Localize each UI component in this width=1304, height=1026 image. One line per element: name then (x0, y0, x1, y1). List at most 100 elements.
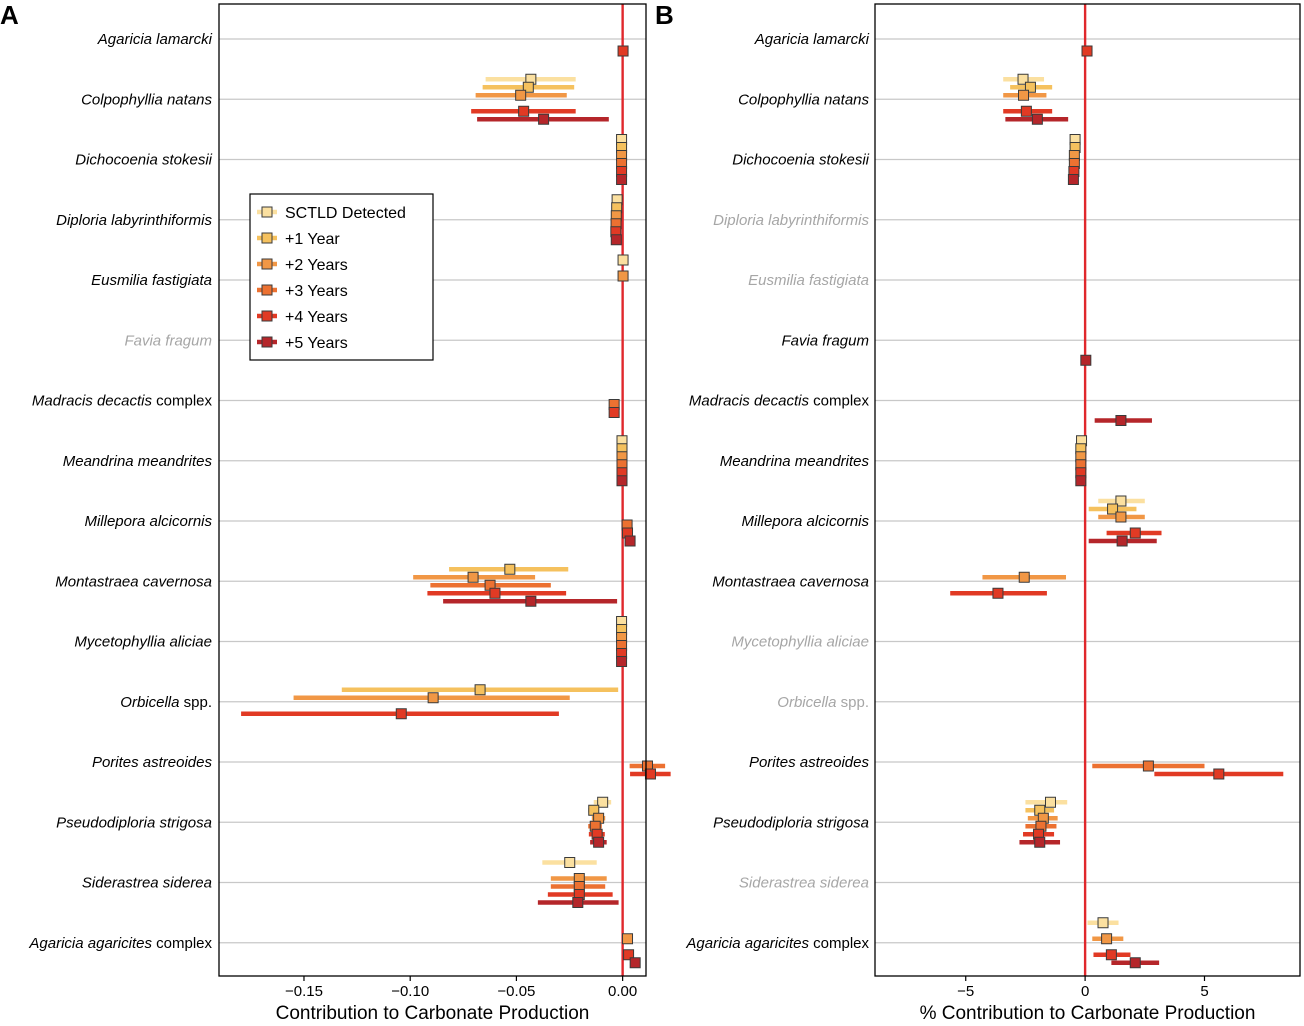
panel-a-points (241, 45, 671, 969)
panel-a-species-labels: Agaricia lamarcki Colpophyllia natans Dich… (28, 31, 212, 952)
panel-b-points (950, 45, 1284, 969)
panel-b-x-axis-title: % Contribution to Carbonate Production (920, 1003, 1256, 1024)
estimate-marker (1018, 571, 1030, 583)
species-label: Agaricia lamarcki (97, 31, 213, 48)
estimate-marker (622, 933, 634, 945)
estimate-marker (564, 857, 576, 868)
legend: SCTLD Detected +1 Year +2 Years +3 Years +4 … (249, 193, 434, 361)
estimate-marker (597, 796, 609, 808)
panel-a-x-ticks: −0.15 −0.10 −0.05 0.00 (285, 976, 637, 1000)
legend-label: +1 Year (285, 231, 340, 248)
species-label: Millepora alcicornis (84, 513, 212, 530)
species-label: Favia fragum (781, 332, 869, 349)
species-label: Porites astreoides (749, 754, 870, 771)
legend-swatch (261, 232, 273, 244)
panel-a-letter: A (0, 0, 19, 30)
estimate-marker (623, 949, 635, 961)
species-label: Madracis decactis complex (689, 393, 870, 410)
estimate-marker (617, 270, 629, 282)
estimate-marker (1129, 527, 1141, 539)
estimate-marker (1034, 836, 1046, 848)
estimate-marker (474, 684, 486, 696)
species-label: Pseudodiploria strigosa (56, 814, 212, 831)
x-tick-label: −0.05 (497, 983, 535, 1000)
estimate-marker (629, 957, 641, 969)
species-label: Meandrina meandrites (63, 453, 213, 470)
panel-a-grid (219, 38, 646, 944)
panel-b-x-ticks: −5 0 5 (957, 976, 1209, 1000)
estimate-marker (610, 234, 622, 246)
species-label: Orbicella spp. (777, 694, 869, 711)
estimate-marker (525, 595, 537, 607)
x-tick-label: −0.10 (391, 983, 429, 1000)
estimate-marker (1129, 957, 1141, 969)
species-label: Eusmilia fastigiata (91, 272, 212, 289)
estimate-marker (515, 89, 527, 101)
species-label: Siderastrea siderea (739, 875, 869, 892)
x-tick-label: 0.00 (608, 983, 637, 1000)
x-tick-label: 5 (1200, 983, 1208, 1000)
species-label: Madracis decactis complex (32, 393, 213, 410)
legend-swatch (261, 206, 273, 218)
estimate-marker (616, 656, 628, 667)
estimate-marker (1031, 113, 1043, 125)
estimate-marker (1115, 415, 1127, 426)
estimate-marker (1081, 45, 1093, 57)
estimate-marker (593, 836, 605, 848)
estimate-marker (1115, 495, 1127, 507)
legend-swatch (261, 284, 273, 296)
estimate-marker (617, 45, 629, 57)
panel-b: B Agaricia lamarcki Colpophyllia natans Di… (655, 0, 1301, 1024)
species-label: Montastraea cavernosa (712, 573, 869, 590)
estimate-marker (522, 81, 534, 93)
legend-box (249, 193, 434, 361)
estimate-marker (572, 897, 584, 908)
estimate-marker (1018, 89, 1030, 101)
panel-a-frame (218, 3, 647, 977)
species-label: Dichocoenia stokesii (75, 152, 212, 169)
panel-a: A Agaricia lamarcki Colpophyllia natans Di… (0, 0, 671, 1024)
panel-b-grid (875, 38, 1300, 944)
estimate-marker (617, 254, 629, 266)
estimate-marker (608, 407, 620, 418)
estimate-marker (538, 113, 550, 125)
species-label: Diploria labyrinthiformis (713, 212, 869, 229)
species-label: Agaricia agaricites complex (685, 935, 869, 952)
species-label: Eusmilia fastigiata (748, 272, 869, 289)
species-label: Meandrina meandrites (720, 453, 870, 470)
panel-b-frame (874, 3, 1301, 977)
estimate-marker (1020, 105, 1032, 117)
estimate-marker (1115, 511, 1127, 523)
estimate-marker (1213, 768, 1225, 780)
species-label: Colpophyllia natans (738, 91, 869, 108)
estimate-marker (489, 587, 501, 599)
species-label: Mycetophyllia aliciae (74, 634, 212, 651)
legend-swatch (261, 336, 273, 348)
legend-label: +2 Years (285, 257, 348, 274)
estimate-marker (992, 587, 1004, 599)
estimate-marker (616, 475, 628, 487)
estimate-marker (1097, 917, 1109, 929)
panel-b-letter: B (655, 0, 674, 30)
estimate-marker (395, 708, 407, 720)
legend-label: +3 Years (285, 283, 348, 300)
legend-swatch (261, 310, 273, 322)
species-label: Montastraea cavernosa (55, 573, 212, 590)
species-label: Siderastrea siderea (82, 875, 212, 892)
panel-a-x-axis-title: Contribution to Carbonate Production (276, 1003, 590, 1024)
species-label: Agaricia agaricites complex (28, 935, 212, 952)
estimate-marker (624, 535, 636, 547)
estimate-marker (1024, 81, 1036, 93)
estimate-marker (504, 563, 516, 575)
estimate-marker (1017, 73, 1029, 85)
estimate-marker (1142, 760, 1154, 772)
panel-b-species-labels: Agaricia lamarcki Colpophyllia natans Dich… (685, 31, 869, 952)
estimate-marker (1101, 933, 1113, 945)
species-label: Diploria labyrinthiformis (56, 212, 212, 229)
species-label: Colpophyllia natans (81, 91, 212, 108)
species-label: Pseudodiploria strigosa (713, 814, 869, 831)
species-label: Favia fragum (124, 332, 212, 349)
legend-label: SCTLD Detected (285, 205, 406, 222)
estimate-marker (427, 692, 439, 704)
